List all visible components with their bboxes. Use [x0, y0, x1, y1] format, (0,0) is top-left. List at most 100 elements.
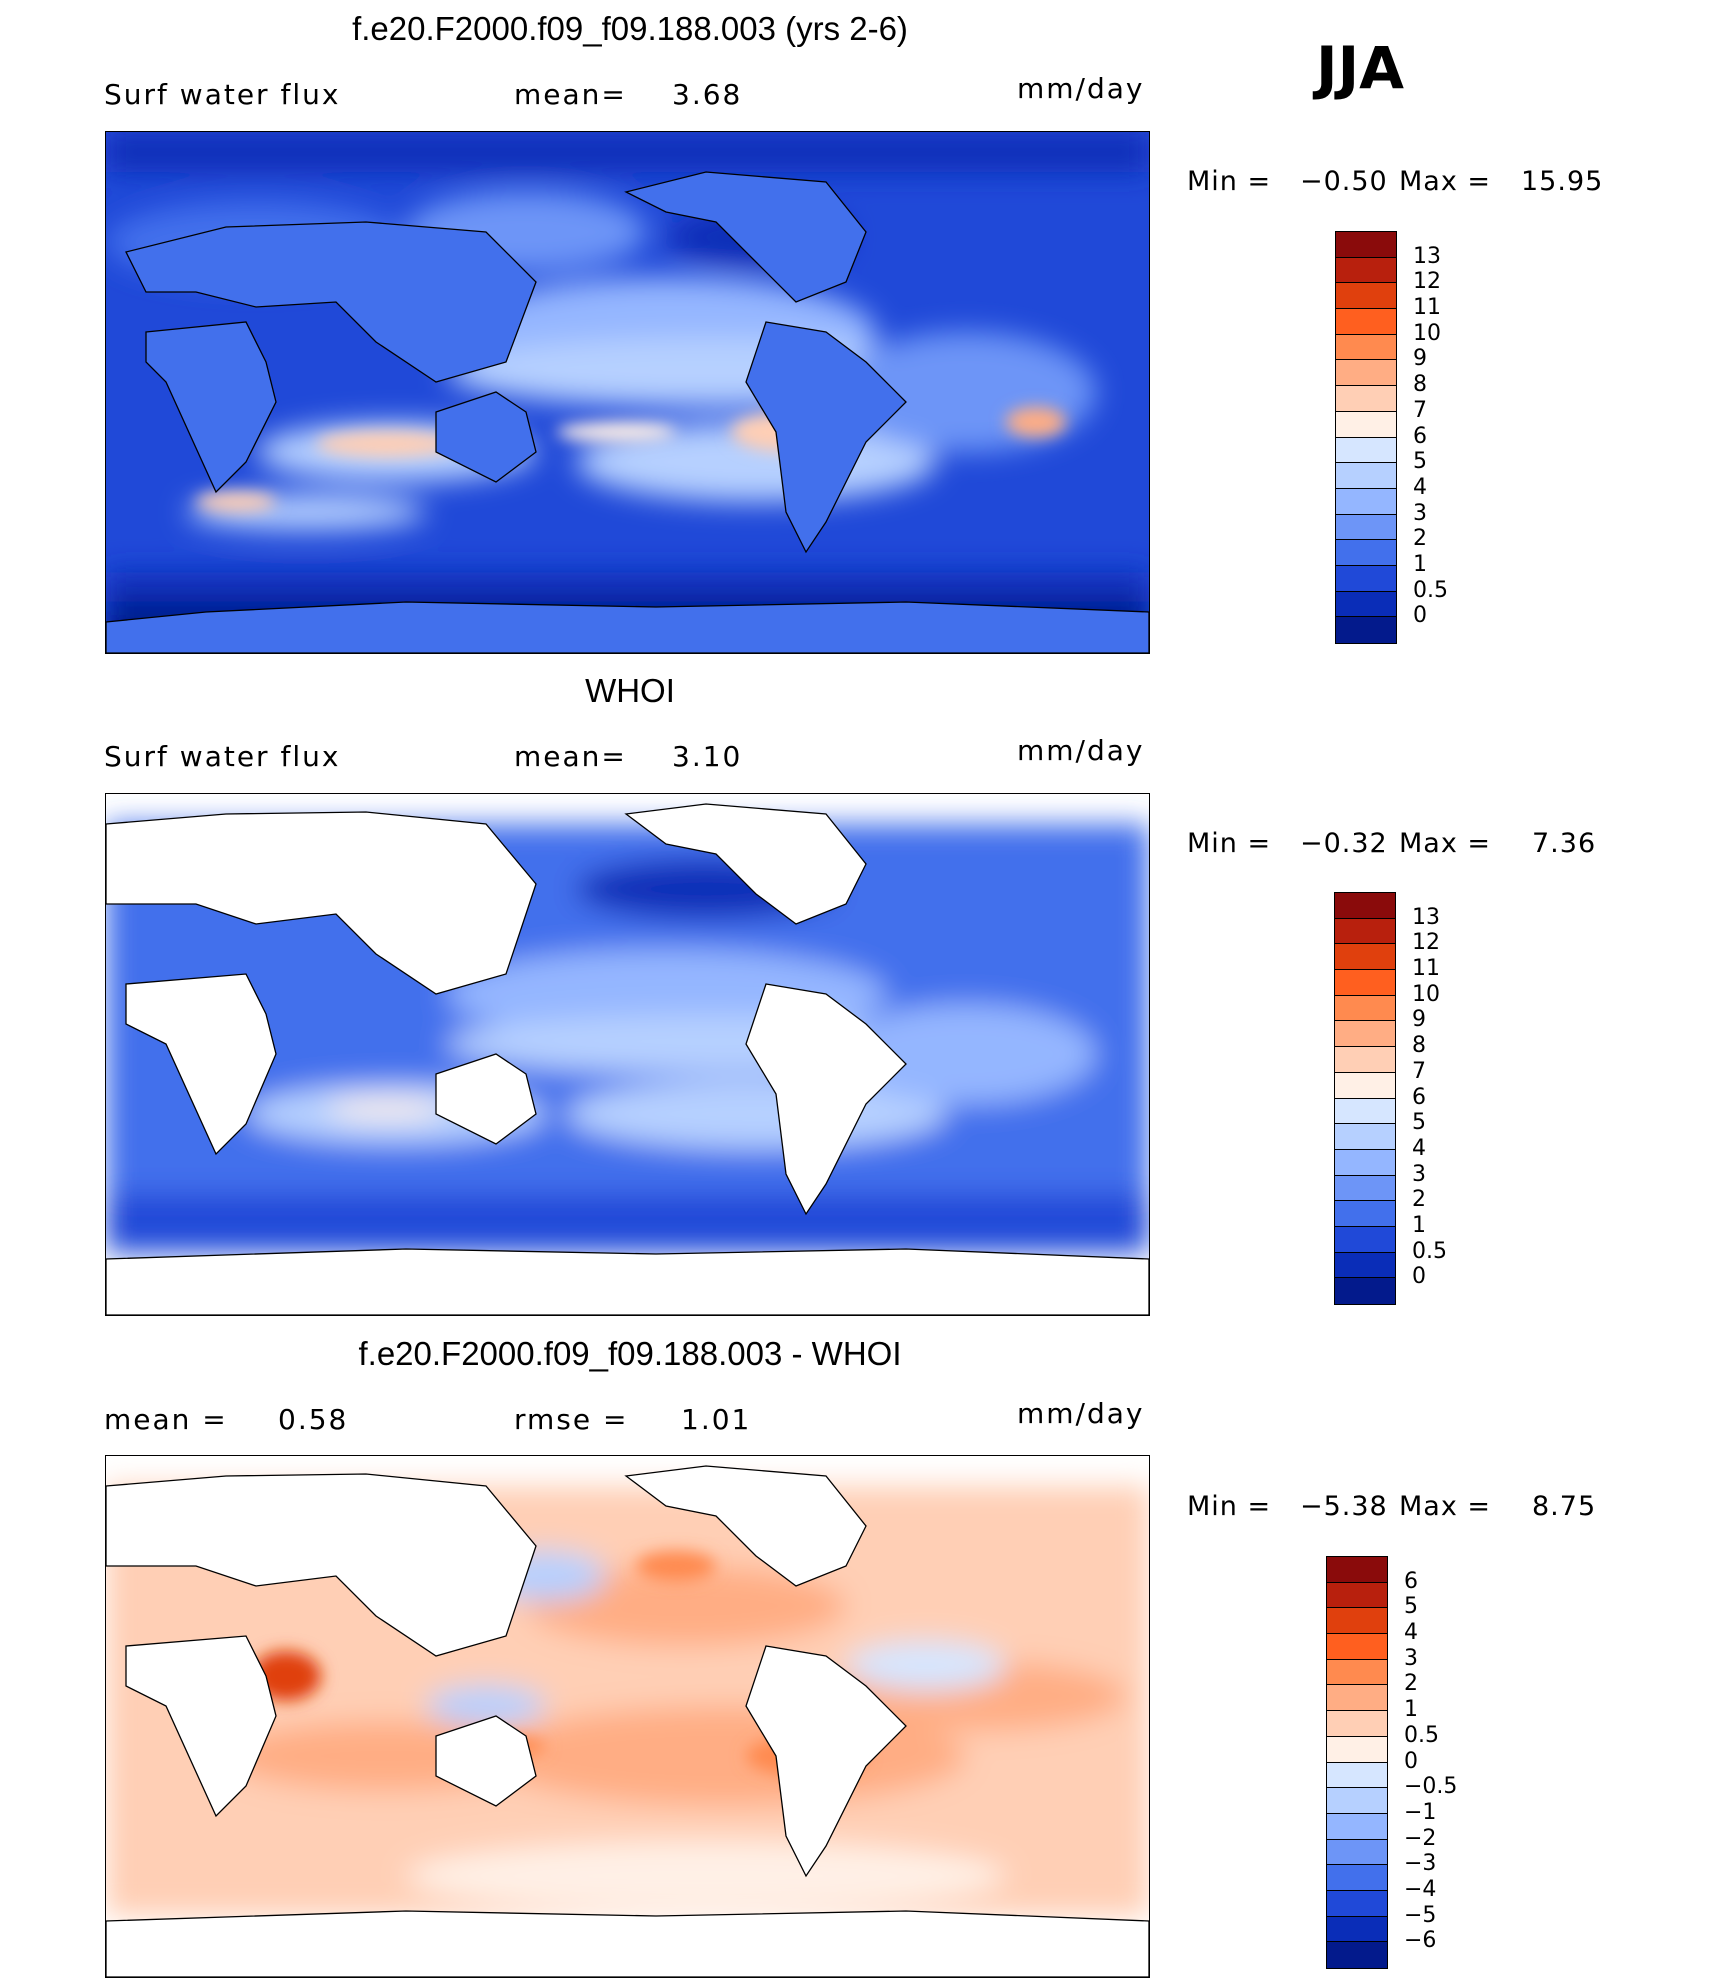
colorbar-cell — [1336, 540, 1396, 566]
panel-3-min-value: −5.38 — [1300, 1491, 1388, 1522]
colorbar-cell — [1335, 1226, 1395, 1253]
panel-3-rmse-label: rmse = — [514, 1403, 629, 1436]
panel-1-mean-label: mean= — [514, 78, 627, 111]
colorbar-cell — [1335, 1021, 1395, 1048]
panel-3-max-label: Max = — [1399, 1491, 1492, 1522]
panel-3-map — [105, 1455, 1150, 1978]
panel-1-min-value: −0.50 — [1300, 166, 1388, 197]
colorbar-tick-label: 8 — [1412, 1033, 1426, 1059]
colorbar-tick-label: 5 — [1413, 449, 1427, 475]
colorbar-tick-label: −0.5 — [1404, 1774, 1458, 1800]
colorbar-tick-label: −3 — [1404, 1851, 1437, 1877]
colorbar-cell — [1327, 1762, 1387, 1789]
panel-2-max-label: Max = — [1399, 828, 1492, 859]
colorbar-cell — [1335, 1278, 1395, 1304]
panel-3-max-value: 8.75 — [1532, 1491, 1597, 1522]
colorbar-cell — [1327, 1634, 1387, 1660]
colorbar-tick-label: 2 — [1412, 1187, 1426, 1213]
panel-2-mean-value: 3.10 — [672, 740, 743, 773]
panel-1-colorbar — [1335, 231, 1397, 644]
colorbar-cell — [1327, 1685, 1387, 1712]
colorbar-cell — [1336, 360, 1396, 387]
colorbar-tick-label: 9 — [1413, 346, 1427, 372]
panel-3-title: f.e20.F2000.f09_f09.188.003 - WHOI — [358, 1335, 902, 1372]
panel-3-units: mm/day — [1017, 1397, 1145, 1430]
colorbar-tick-label: −5 — [1404, 1902, 1437, 1928]
colorbar-cell — [1336, 283, 1396, 310]
colorbar-cell — [1327, 1557, 1387, 1583]
colorbar-tick-label: 4 — [1412, 1135, 1426, 1161]
panel-2-mean-label: mean= — [514, 740, 627, 773]
colorbar-tick-label: 12 — [1413, 269, 1441, 295]
colorbar-cell — [1327, 1736, 1387, 1763]
panel-2-map — [105, 793, 1150, 1316]
colorbar-cell — [1335, 1175, 1395, 1202]
colorbar-cell — [1336, 411, 1396, 438]
colorbar-cell — [1327, 1711, 1387, 1737]
colorbar-tick-label: 8 — [1413, 372, 1427, 398]
colorbar-tick-label: −4 — [1404, 1876, 1437, 1902]
panel-2-title: WHOI — [585, 672, 675, 709]
colorbar-tick-label: 1 — [1413, 551, 1427, 577]
colorbar-tick-label: −2 — [1404, 1825, 1437, 1851]
colorbar-cell — [1336, 437, 1396, 464]
panel-1-map — [105, 131, 1150, 654]
colorbar-tick-label: 12 — [1412, 930, 1440, 956]
panel-3-min-label: Min = — [1187, 1491, 1272, 1522]
panel-2-map-svg — [106, 794, 1149, 1315]
colorbar-tick-label: −1 — [1404, 1799, 1437, 1825]
colorbar-tick-label: 6 — [1412, 1084, 1426, 1110]
colorbar-cell — [1336, 463, 1396, 489]
colorbar-cell — [1335, 944, 1395, 971]
panel-1-mean-value: 3.68 — [672, 78, 743, 111]
colorbar-cell — [1327, 1608, 1387, 1635]
colorbar-cell — [1327, 1659, 1387, 1686]
colorbar-tick-label: 5 — [1404, 1594, 1418, 1620]
panel-2-min-value: −0.32 — [1300, 828, 1388, 859]
panel-2-variable-label: Surf water flux — [104, 740, 341, 773]
colorbar-cell — [1335, 1149, 1395, 1176]
colorbar-tick-label: 6 — [1404, 1568, 1418, 1594]
panel-1-min-label: Min = — [1187, 166, 1272, 197]
colorbar-tick-label: 0.5 — [1412, 1238, 1447, 1264]
colorbar-tick-label: 0 — [1412, 1264, 1426, 1290]
colorbar-cell — [1327, 1890, 1387, 1917]
colorbar-cell — [1327, 1839, 1387, 1866]
colorbar-tick-label: 3 — [1413, 500, 1427, 526]
colorbar-cell — [1336, 257, 1396, 284]
colorbar-tick-label: 6 — [1413, 423, 1427, 449]
colorbar-cell — [1335, 893, 1395, 919]
colorbar-cell — [1335, 1252, 1395, 1279]
panel-3-rmse-value: 1.01 — [681, 1403, 752, 1436]
colorbar-cell — [1336, 565, 1396, 592]
colorbar-tick-label: 1 — [1404, 1697, 1418, 1723]
colorbar-tick-label: 7 — [1413, 397, 1427, 423]
colorbar-cell — [1327, 1865, 1387, 1891]
panel-2-units: mm/day — [1017, 734, 1145, 767]
colorbar-tick-label: 11 — [1412, 956, 1440, 982]
panel-1-title: f.e20.F2000.f09_f09.188.003 (yrs 2-6) — [352, 10, 908, 47]
colorbar-cell — [1336, 334, 1396, 361]
panel-2-max-value: 7.36 — [1532, 828, 1597, 859]
colorbar-tick-label: 10 — [1413, 320, 1441, 346]
panel-3-map-svg — [106, 1456, 1149, 1977]
panel-1-max-value: 15.95 — [1521, 166, 1604, 197]
panel-3-mean-label: mean = — [104, 1403, 228, 1436]
colorbar-tick-label: 3 — [1404, 1645, 1418, 1671]
colorbar-tick-label: 11 — [1413, 295, 1441, 321]
colorbar-cell — [1335, 1124, 1395, 1150]
colorbar-cell — [1327, 1813, 1387, 1840]
colorbar-tick-label: 4 — [1413, 474, 1427, 500]
colorbar-cell — [1327, 1916, 1387, 1943]
colorbar-tick-label: 9 — [1412, 1007, 1426, 1033]
colorbar-tick-label: 0.5 — [1413, 577, 1448, 603]
colorbar-cell — [1336, 488, 1396, 515]
colorbar-tick-label: 10 — [1412, 981, 1440, 1007]
season-label: JJA — [1316, 34, 1405, 102]
colorbar-cell — [1336, 386, 1396, 412]
colorbar-tick-label: 0.5 — [1404, 1722, 1439, 1748]
colorbar-cell — [1335, 1201, 1395, 1227]
colorbar-cell — [1327, 1788, 1387, 1814]
colorbar-tick-label: 1 — [1412, 1212, 1426, 1238]
panel-3-colorbar — [1326, 1556, 1388, 1969]
